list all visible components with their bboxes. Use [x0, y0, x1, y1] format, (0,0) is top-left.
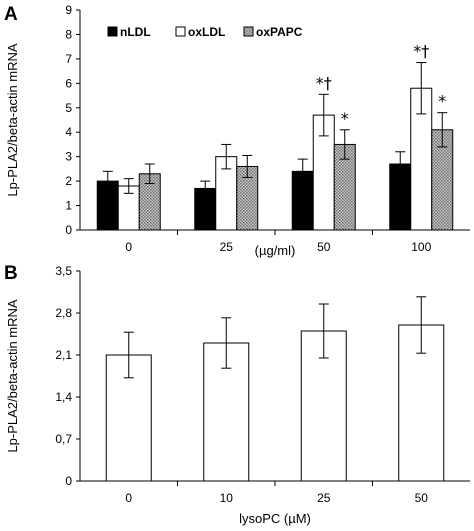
x-axis-label: (µg/ml)	[255, 243, 296, 258]
x-tick-label: 50	[317, 240, 331, 254]
legend-swatch	[107, 26, 118, 37]
x-axis-label: lysoPC (µM)	[239, 511, 311, 526]
legend-label: oxPAPC	[256, 25, 303, 39]
y-tick-label: 3,5	[55, 264, 72, 278]
significance-marker: *†	[316, 73, 332, 92]
y-tick-label: 1	[65, 199, 72, 213]
y-tick-label: 8	[65, 27, 72, 41]
y-tick-label: 9	[65, 3, 72, 17]
y-tick-label: 2	[65, 174, 72, 188]
chart-panel-a: 0 1 2 3 4 5 6 7 8 9 0 25 50 100 *† *† * * (µg/ml) Lp-PLA2/b…	[5, 3, 470, 258]
x-tick-label: 100	[411, 240, 431, 254]
y-tick-label: 2,1	[55, 348, 72, 362]
y-tick-label: 4	[65, 125, 72, 139]
y-tick-label: 0	[65, 474, 72, 488]
legend-label: nLDL	[120, 25, 151, 39]
legend-label: oxLDL	[188, 25, 225, 39]
y-axis-label: Lp-PLA2/beta-actin mRNA	[5, 299, 20, 453]
x-tick-label: 0	[125, 491, 132, 505]
chart-panel-b: 0 0,7 1,4 2,1 2,8 3,5 0 10 25 50 lysoPC (µM) Lp-PLA…	[5, 264, 470, 526]
panel-a-letter: A	[4, 4, 18, 25]
legend-swatch	[243, 26, 254, 37]
x-tick-label: 50	[415, 491, 429, 505]
y-tick-label: 0,7	[55, 432, 72, 446]
y-tick-label: 0	[65, 223, 72, 237]
significance-marker: *†	[413, 42, 429, 61]
y-tick-label: 2,8	[55, 306, 72, 320]
y-tick-label: 5	[65, 101, 72, 115]
x-tick-label: 25	[220, 240, 234, 254]
significance-marker: *	[341, 109, 349, 128]
x-tick-label: 25	[317, 491, 331, 505]
y-tick-label: 3	[65, 150, 72, 164]
y-axis-label: Lp-PLA2/beta-actin mRNA	[5, 43, 20, 197]
y-tick-label: 7	[65, 52, 72, 66]
legend-swatch	[175, 26, 186, 37]
x-tick-label: 0	[125, 240, 132, 254]
y-tick-label: 1,4	[55, 390, 72, 404]
y-tick-label: 6	[65, 76, 72, 90]
panel-b-letter: B	[4, 263, 18, 284]
significance-marker: *	[438, 92, 446, 111]
x-tick-label: 10	[220, 491, 234, 505]
